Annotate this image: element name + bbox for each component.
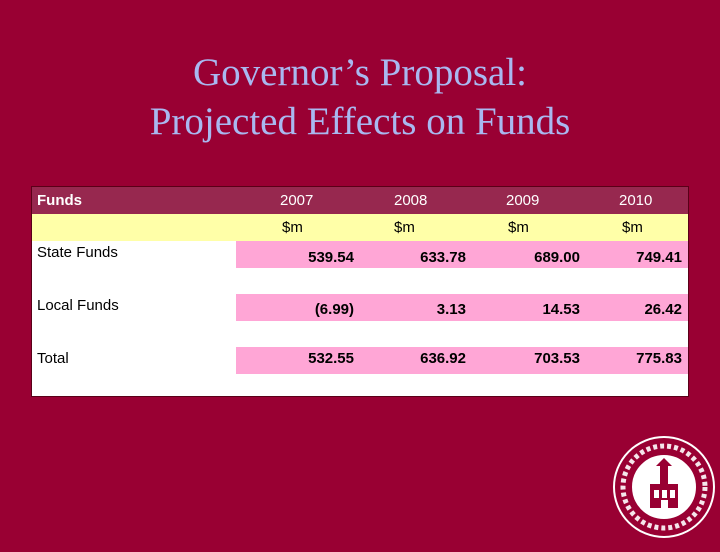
- value-total-2010: 775.83: [636, 350, 682, 367]
- table-row-band-local: [236, 294, 688, 321]
- title-line-1: Governor’s Proposal:: [193, 51, 527, 94]
- table-row-band-total: [236, 347, 688, 374]
- value-state-2009: 689.00: [534, 249, 580, 266]
- value-state-2007: 539.54: [308, 249, 354, 266]
- value-total-2007: 532.55: [308, 350, 354, 367]
- value-state-2008: 633.78: [420, 249, 466, 266]
- unit-2009: $m: [508, 219, 529, 236]
- unit-2007: $m: [282, 219, 303, 236]
- value-local-2007: (6.99): [314, 301, 354, 318]
- unit-2010: $m: [622, 219, 643, 236]
- header-funds: Funds: [37, 192, 82, 209]
- slide-title: Governor’s Proposal: Projected Effects o…: [0, 48, 720, 146]
- table-unit-row: $m $m $m $m: [32, 214, 688, 241]
- header-year-2007: 2007: [280, 192, 314, 209]
- row-label-state-funds: State Funds: [37, 244, 118, 261]
- value-total-2008: 636.92: [420, 350, 466, 367]
- table-header-row: Funds 2007 2008 2009 2010: [32, 187, 688, 214]
- header-year-2008: 2008: [394, 192, 428, 209]
- row-label-local-funds: Local Funds: [37, 297, 119, 314]
- unit-2008: $m: [394, 219, 415, 236]
- row-label-total: Total: [37, 350, 69, 367]
- funds-table: Funds 2007 2008 2009 2010 $m $m $m $m St…: [31, 186, 689, 397]
- header-year-2009: 2009: [506, 192, 540, 209]
- title-line-2: Projected Effects on Funds: [149, 100, 571, 143]
- university-seal-icon: [604, 432, 720, 547]
- value-local-2010: 26.42: [644, 301, 682, 318]
- value-state-2010: 749.41: [636, 249, 682, 266]
- header-year-2010: 2010: [619, 192, 653, 209]
- value-local-2009: 14.53: [542, 301, 580, 318]
- value-total-2009: 703.53: [534, 350, 580, 367]
- value-local-2008: 3.13: [436, 301, 466, 318]
- table-row-band-state: [236, 241, 688, 268]
